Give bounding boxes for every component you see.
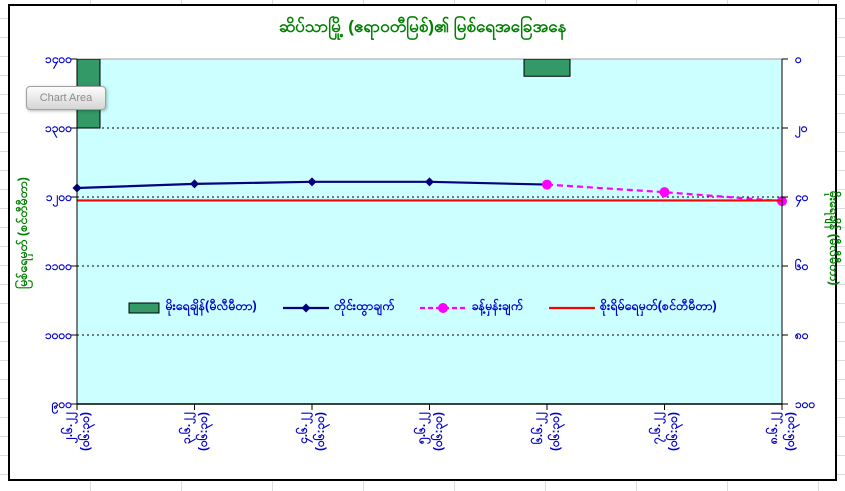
left-tick-label: ၁၀၀၀ xyxy=(45,328,72,342)
right-tick-label: ၀ xyxy=(795,52,802,66)
legend-label: မိုးရေချိန်(မီလီမီတာ) xyxy=(165,299,257,313)
measured-marker[interactable] xyxy=(190,179,199,189)
x-axis-label: ၂.၆.၂၂ (၀၆:၃၀) xyxy=(60,412,94,482)
x-axis-label: ၈.၆.၂၂ (၀၆:၃၀) xyxy=(765,412,799,482)
x-axis-label-time: (၀၆:၃၀) xyxy=(783,412,797,451)
x-axis-label: ၄.၆.၂၂ (၀၆:၃၀) xyxy=(295,412,329,482)
measured-marker[interactable] xyxy=(307,177,317,187)
right-tick-label: ၄၀ xyxy=(795,190,809,204)
left-tick-label: ၁၁၀၀ xyxy=(45,259,72,273)
chart-area-tooltip: Chart Area xyxy=(26,86,106,110)
x-axis-label: ၃.၆.၂၂ (၀၆:၃၀) xyxy=(178,412,212,482)
x-axis-label-date: ၈.၆.၂၂ xyxy=(766,412,780,445)
legend-item[interactable]: စိုးရိမ်ရေမှတ်(စင်တီမီတာ) xyxy=(548,299,717,317)
chart-frame[interactable]: ဆိပ်သာမြို့ (ဧရာဝတီမြစ်)၏ မြစ်ရေအခြေအနေ … xyxy=(8,4,841,483)
right-tick-label: ၂၀ xyxy=(795,121,808,135)
x-axis-label-time: (၀၆:၃၀) xyxy=(313,412,327,451)
left-tick-label: ၉၀၀ xyxy=(51,397,72,411)
x-axis-label-date: ၆.၆.၂၂ xyxy=(531,412,545,444)
x-axis-label-date: ၂.၆.၂၂ xyxy=(61,412,75,444)
legend-line-swatch-icon xyxy=(420,303,467,313)
right-axis-title: မိုးရေချိန် (မီလီမီတာ) xyxy=(827,190,841,286)
x-axis-label-time: (၀၆:၃၀) xyxy=(548,412,562,451)
measured-marker[interactable] xyxy=(425,177,434,187)
left-tick-label: ၁၃၀၀ xyxy=(45,121,72,135)
legend-label: တိုင်းထွာချက် xyxy=(333,299,395,313)
legend-label: စိုးရိမ်ရေမှတ်(စင်တီမီတာ) xyxy=(599,299,717,313)
left-tick-label: ၁၂၀၀ xyxy=(45,190,72,204)
right-tick-label: ၈၀ xyxy=(795,328,809,342)
forecast-marker[interactable] xyxy=(542,179,552,190)
legend-item[interactable]: မိုးရေချိန်(မီလီမီတာ) xyxy=(128,299,257,317)
legend-label: ခန့်မှန်းချက် xyxy=(471,299,523,313)
plot-background[interactable] xyxy=(76,58,783,405)
right-tick-label: ၁၀၀ xyxy=(795,397,816,411)
x-axis-label-date: ၇.၆.၂၂ xyxy=(648,412,663,444)
x-axis-label: ၇.၆.၂၂ (၀၆:၃၀) xyxy=(648,412,682,482)
x-axis-label-date: ၃.၆.၂၂ xyxy=(178,412,193,444)
x-axis-label-date: ၅.၆.၂၂ xyxy=(413,412,428,444)
x-axis-label: ၅.၆.၂၂ (၀၆:၃၀) xyxy=(413,412,447,482)
legend-line-swatch-icon xyxy=(282,303,329,313)
x-axis-label-time: (၀၆:၃၀) xyxy=(78,412,92,451)
legend[interactable]: မိုးရေချိန်(မီလီမီတာ) တိုင်းထွာချက် ခန့်မှ… xyxy=(70,296,775,320)
forecast-marker[interactable] xyxy=(659,187,670,198)
x-axis-label-time: (၀၆:၃၀) xyxy=(195,412,210,451)
legend-bar-swatch-icon xyxy=(128,302,160,314)
legend-item[interactable]: ခန့်မှန်းချက် xyxy=(420,299,523,317)
legend-line-swatch-icon xyxy=(548,306,595,310)
chart-title: ဆိပ်သာမြို့ (ဧရာဝတီမြစ်)၏ မြစ်ရေအခြေအနေ xyxy=(278,17,567,36)
left-axis-title: မြစ်ရေမှတ် (စင်တီမီတာ) xyxy=(16,177,30,289)
x-axis-label-time: (၀၆:၃၀) xyxy=(430,412,445,451)
x-axis-label-date: ၄.၆.၂၂ xyxy=(296,412,310,444)
right-tick-label: ၆၀ xyxy=(795,259,809,273)
plot-area[interactable] xyxy=(10,6,839,483)
x-axis-label: ၆.၆.၂၂ (၀၆:၃၀) xyxy=(530,412,564,482)
rainfall-bar[interactable] xyxy=(523,59,571,77)
left-tick-label: ၁၄၀၀ xyxy=(45,52,72,66)
legend-item[interactable]: တိုင်းထွာချက် xyxy=(282,299,395,317)
x-axis-label-time: (၀၆:၃၀) xyxy=(665,412,680,451)
